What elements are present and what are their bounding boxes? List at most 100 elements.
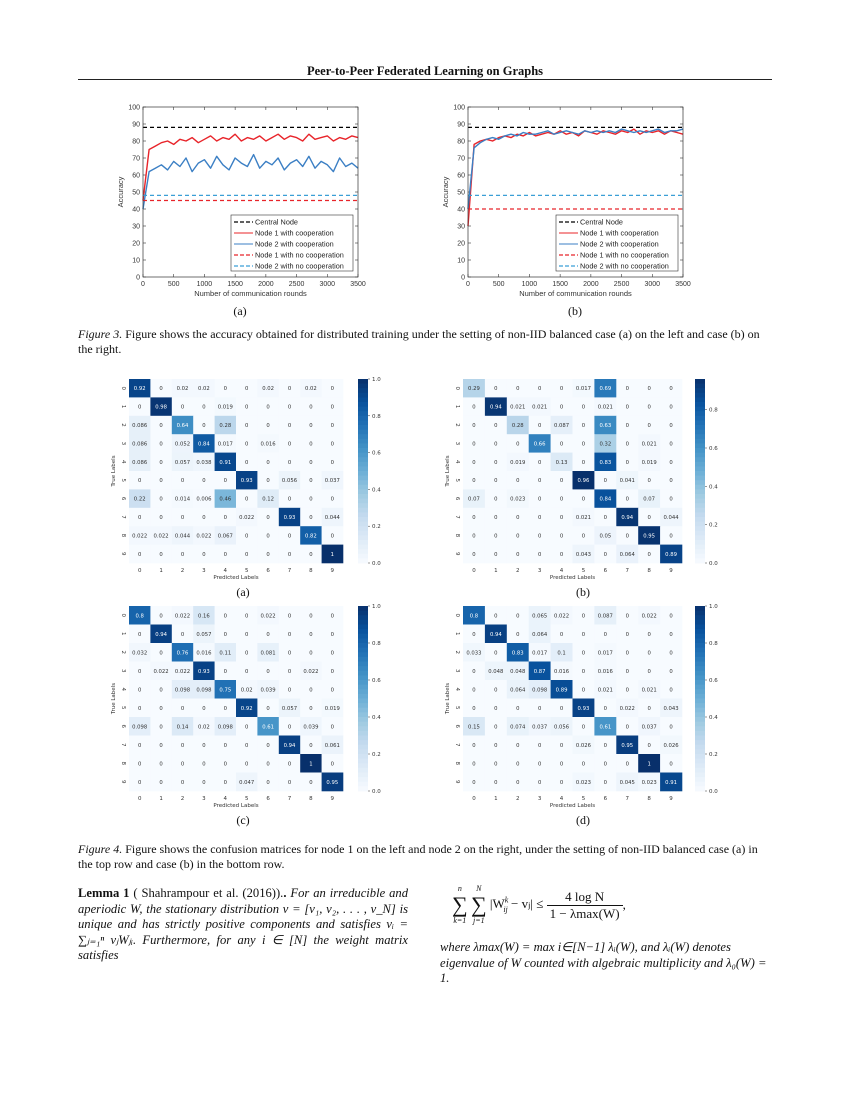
cell-value: 0.047 — [239, 780, 254, 786]
heatmap-cell — [193, 507, 215, 527]
colorbar-segment — [358, 507, 368, 513]
heatmap-cell — [550, 680, 573, 699]
eq-numerator: 4 log N — [546, 889, 623, 906]
heatmap-cell — [463, 772, 486, 792]
header-rule — [78, 79, 772, 80]
heatmap-cell — [594, 661, 617, 681]
colorbar-segment — [695, 689, 705, 695]
cell-value: 0 — [669, 386, 673, 392]
heatmap-cell — [214, 735, 237, 755]
heatmap-cell — [638, 489, 661, 509]
colorbar-segment — [358, 693, 368, 699]
series-line-2 — [467, 128, 684, 210]
cell-value: 0.15 — [468, 724, 480, 730]
y-tick-label: 4 — [120, 460, 126, 464]
y-tick-label: 6 — [454, 725, 460, 729]
heatmap-cell — [278, 754, 301, 773]
cell-value: 0 — [538, 460, 542, 466]
figure4-caption-label: Figure 4. — [78, 842, 123, 856]
colorbar-segment — [695, 438, 705, 444]
legend-entry: Central Node — [580, 218, 623, 227]
cell-value: 0.098 — [175, 687, 191, 693]
x-tick-label: 2 — [516, 568, 520, 574]
x-tick-label: 2500 — [614, 281, 630, 288]
colorbar-segment — [695, 383, 705, 389]
cell-value: 0 — [494, 650, 498, 656]
cell-value: 0 — [309, 515, 313, 521]
cell-value: 0 — [288, 423, 292, 429]
heatmap-cell — [616, 471, 639, 490]
heatmap-cell — [193, 643, 215, 662]
heatmap-cell — [300, 489, 322, 509]
cell-value: 0 — [202, 423, 206, 429]
cell-value: 0 — [159, 552, 163, 558]
lemma-where: where λmax(W) = max i∈[N−1] λᵢ(W), and λ… — [440, 940, 767, 985]
x-tick-label: 500 — [168, 281, 180, 288]
heatmap-cell — [129, 526, 151, 545]
heatmap-cell — [257, 661, 280, 681]
colorbar-segment — [358, 772, 368, 778]
cell-value: 0.057 — [282, 706, 297, 712]
cell-value: 0 — [626, 724, 630, 730]
heatmap-cell — [257, 735, 280, 755]
colorbar-segment — [358, 438, 368, 444]
colorbar-segment — [695, 763, 705, 769]
x-tick-label: 8 — [309, 568, 313, 574]
heatmap-cell — [572, 526, 595, 545]
heatmap-cell — [236, 772, 258, 792]
cell-value: 0 — [266, 761, 270, 767]
heatmap-cell — [129, 471, 151, 490]
heatmap-cell — [594, 471, 617, 490]
colorbar-segment — [695, 726, 705, 732]
heatmap-cell — [321, 680, 344, 699]
heatmap-cell — [321, 643, 344, 662]
y-tick-label: 3 — [120, 669, 126, 673]
heatmap-cell — [528, 680, 551, 699]
cell-value: 0 — [331, 533, 335, 539]
heatmap-cell — [638, 661, 661, 681]
x-tick-label: 3000 — [319, 281, 335, 288]
cell-value: 0 — [494, 613, 498, 619]
cell-value: 0 — [647, 669, 651, 675]
x-tick-label: 1000 — [197, 281, 213, 288]
heatmap-cell — [129, 452, 151, 472]
x-tick-label: 3 — [202, 568, 206, 574]
colorbar-tick-label: 0.0 — [372, 789, 381, 795]
x-tick-label: 1 — [159, 568, 163, 574]
y-tick-label: 5 — [454, 478, 460, 482]
cell-value: 0 — [266, 423, 270, 429]
heatmap-cell — [616, 544, 639, 564]
x-tick-label: 0 — [138, 568, 142, 574]
heatmap-cell — [550, 452, 573, 472]
y-tick-label: 9 — [120, 552, 126, 556]
eq-lhs-sup: k — [504, 896, 509, 906]
heatmap-cell — [616, 735, 639, 755]
colorbar-segment — [358, 721, 368, 727]
heatmap-cell — [278, 489, 301, 509]
heatmap-cell — [129, 624, 151, 644]
cell-value: 0 — [266, 533, 270, 539]
colorbar-tick-label: 0.4 — [372, 715, 381, 721]
cell-value: 0 — [669, 423, 673, 429]
x-tick-label: 6 — [266, 796, 270, 802]
heatmap-cell — [300, 735, 322, 755]
x-tick-label: 4 — [224, 796, 228, 802]
cell-value: 0.1 — [557, 650, 565, 656]
cell-value: 0.044 — [325, 515, 341, 521]
heatmap-cell — [171, 544, 194, 564]
heatmap-cell — [236, 754, 258, 773]
cell-value: 0.074 — [510, 724, 526, 730]
cell-value: 0 — [560, 743, 564, 749]
heatmap-cell — [484, 717, 508, 736]
cell-value: 0.61 — [262, 724, 274, 730]
cell-value: 0 — [494, 706, 498, 712]
y-tick-label: 3 — [120, 442, 126, 446]
figure4-caption-text: Figure shows the confusion matrices for … — [78, 842, 758, 871]
colorbar-tick-label: 0.4 — [709, 484, 718, 490]
colorbar-segment — [695, 661, 705, 667]
colorbar-segment — [358, 643, 368, 649]
cell-value: 0 — [266, 478, 270, 484]
y-tick-label: 2 — [454, 651, 460, 655]
heatmap-cell — [550, 379, 573, 398]
cell-value: 0 — [224, 515, 228, 521]
